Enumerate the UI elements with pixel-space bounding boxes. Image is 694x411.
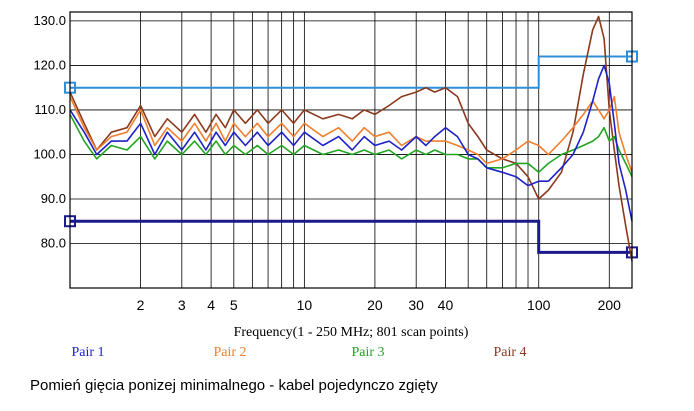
x-tick-label: 20 [367, 297, 383, 313]
y-tick-label: 90.0 [41, 191, 66, 206]
legend-entry: Pair 2 [213, 345, 246, 360]
y-tick-label: 120.0 [33, 57, 66, 72]
x-tick-labels: 2 3 4 5 10 20 30 40 100 200 [137, 297, 622, 313]
y-tick-label: 110.0 [34, 102, 66, 117]
x-tick-label: 10 [297, 297, 313, 313]
legend-entry: Pair 3 [351, 345, 384, 360]
y-tick-label: 80.0 [41, 235, 66, 250]
x-tick-label: 4 [207, 297, 215, 313]
legend-entry: Pair 1 [71, 345, 104, 360]
emission-chart: 130.0 120.0 110.0 100.0 90.0 80.0 2 3 4 5 10 20 30 4… [33, 11, 638, 360]
y-tick-label: 130.0 [33, 13, 66, 28]
y-tick-label: 100.0 [33, 146, 66, 161]
figure-caption: Pomień gięcia ponizej minimalnego - kabe… [30, 377, 438, 394]
limit-line [70, 55, 632, 89]
plot-frame [69, 11, 633, 289]
y-tick-labels: 130.0 120.0 110.0 100.0 90.0 80.0 [33, 13, 66, 251]
legend: Pair 1 Pair 2 Pair 3 Pair 4 [71, 345, 526, 360]
series-line-pair-1 [69, 64, 633, 222]
x-tick-label: 200 [598, 297, 622, 313]
series-line-pair-2 [69, 95, 633, 173]
legend-entry: Pair 4 [493, 345, 526, 360]
series-line-pair-3 [69, 114, 633, 178]
x-tick-label: 3 [178, 297, 186, 313]
x-tick-label: 2 [137, 297, 145, 313]
x-tick-label: 40 [438, 297, 454, 313]
series-layer [69, 15, 633, 262]
grid-layer [70, 12, 633, 288]
series-line-pair-4 [69, 15, 633, 262]
x-tick-label: 100 [527, 297, 551, 313]
x-tick-label: 30 [408, 297, 424, 313]
limit-line [70, 219, 632, 254]
x-tick-label: 5 [230, 297, 238, 313]
x-axis-label: Frequency(1 - 250 MHz; 801 scan points) [234, 325, 469, 340]
